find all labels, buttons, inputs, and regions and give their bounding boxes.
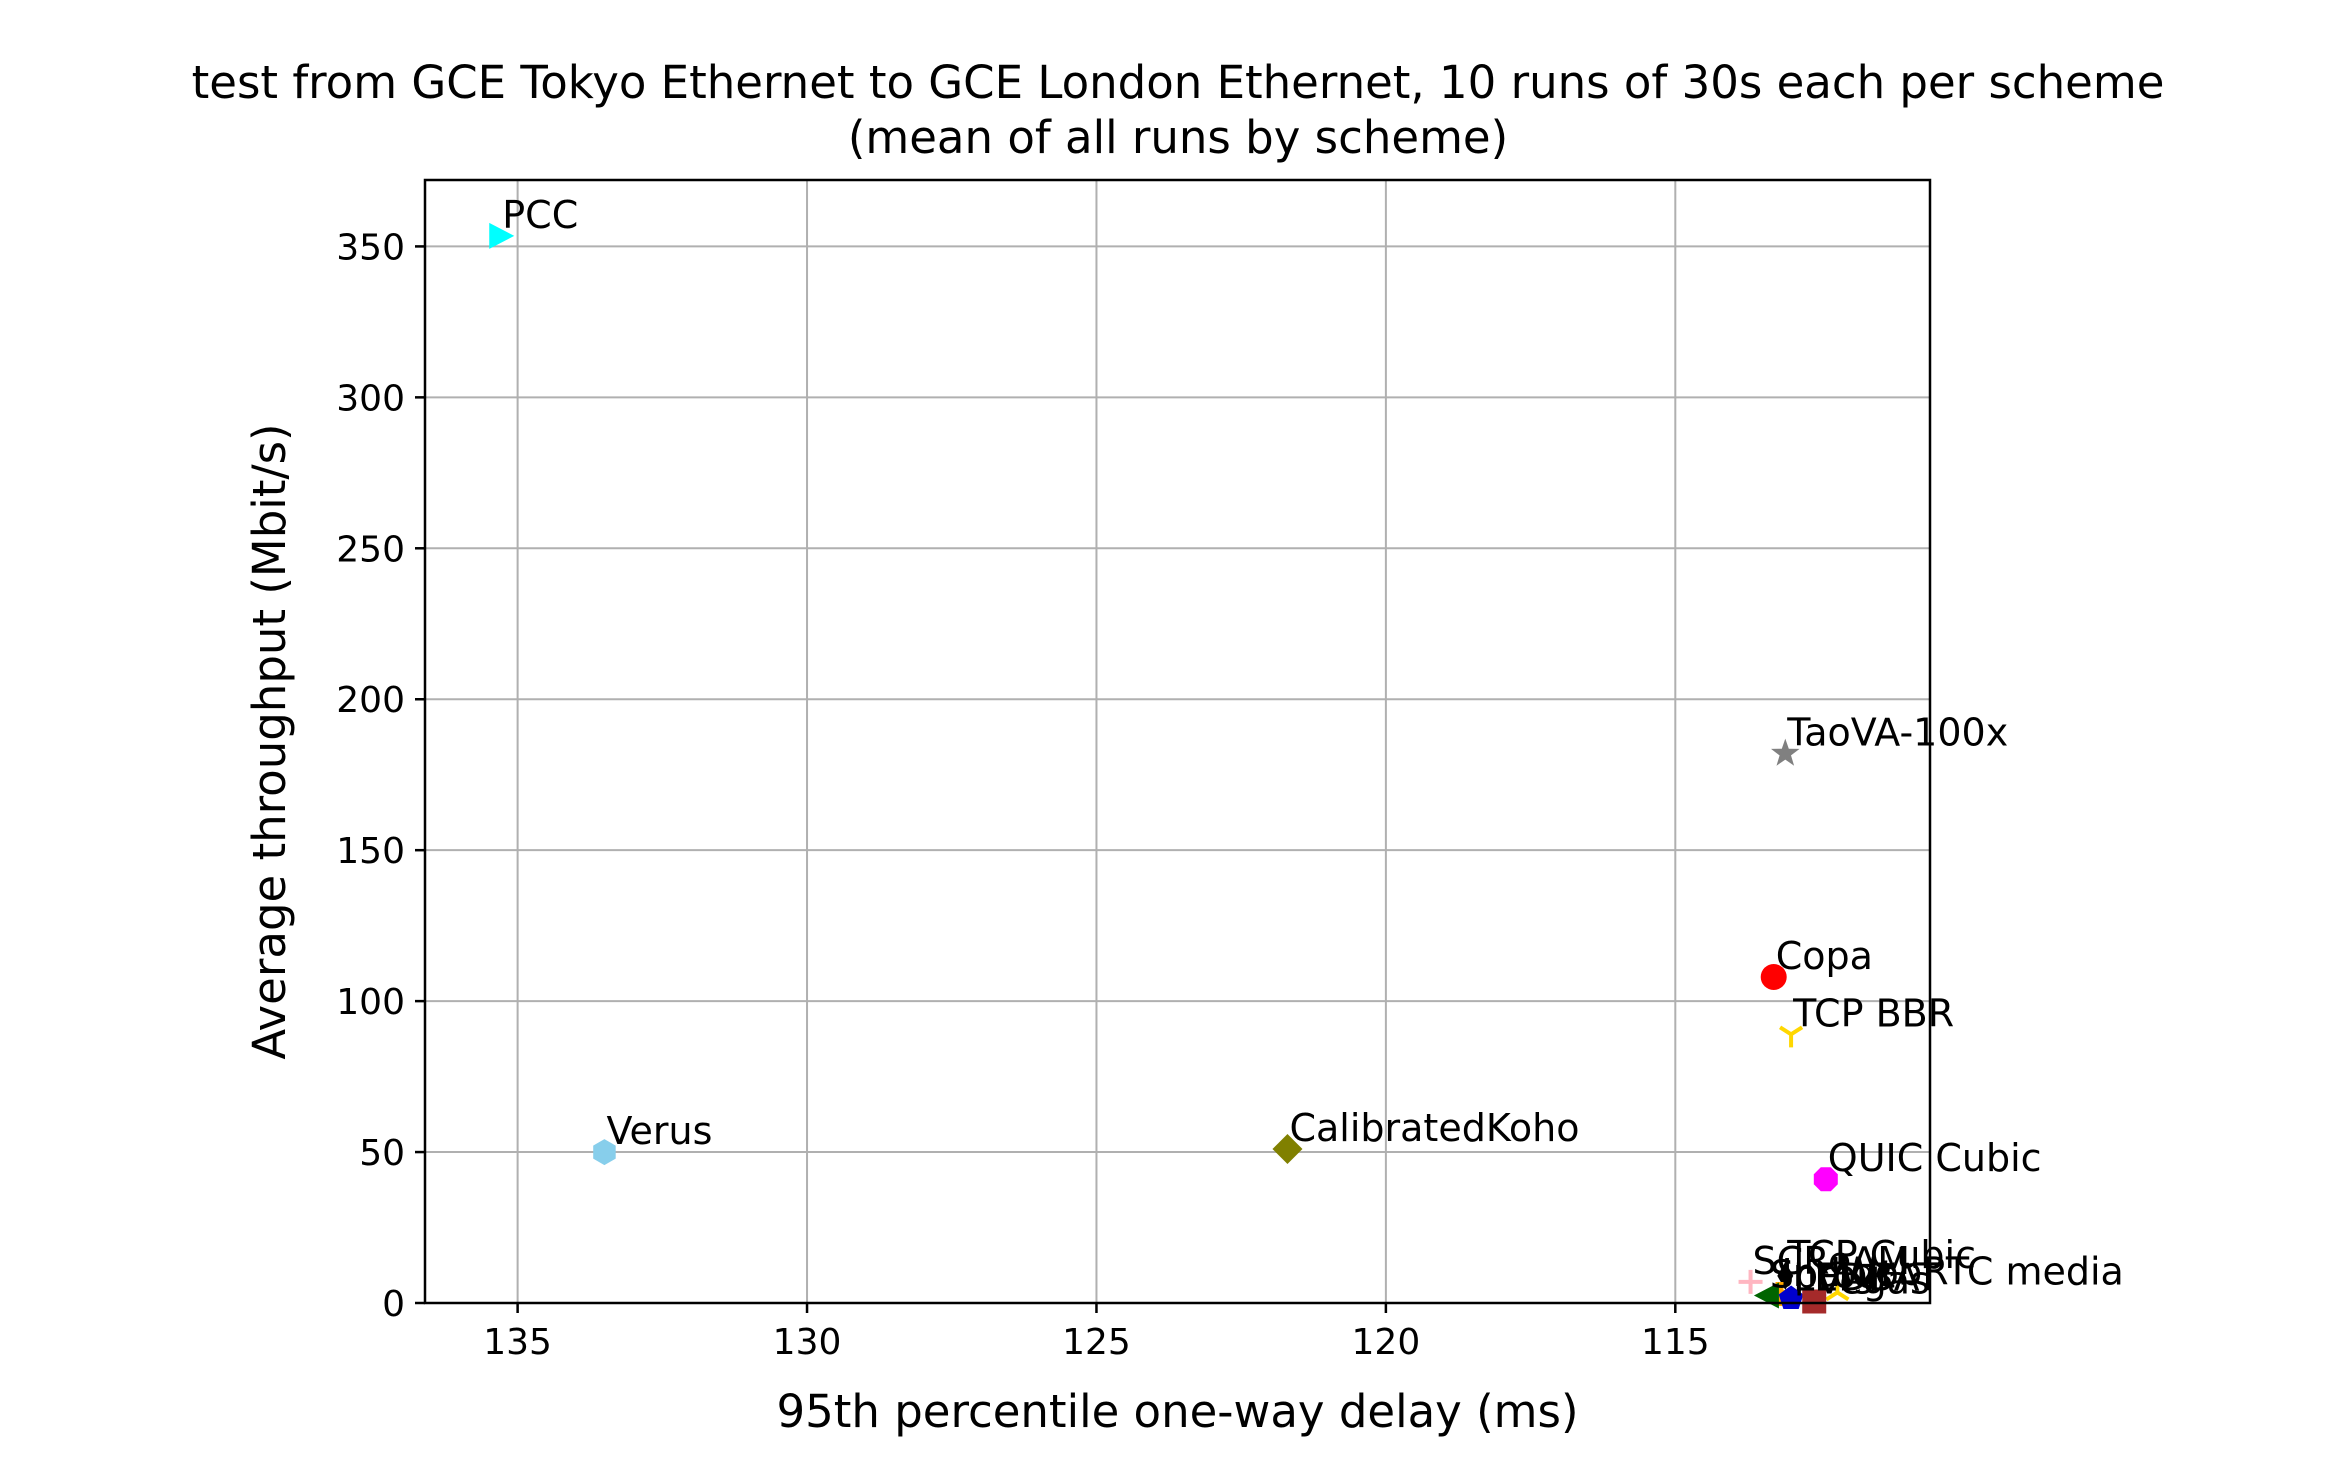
x-tick-label: 130	[773, 1322, 842, 1363]
plot-frame	[423, 178, 1932, 1305]
x-axis-label: 95th percentile one-way delay (ms)	[776, 1385, 1578, 1438]
chart-title: test from GCE Tokyo Ethernet to GCE Lond…	[192, 56, 2165, 109]
y-tick-label: 200	[336, 680, 405, 721]
point-label-taova-100x: TaoVA-100x	[1786, 711, 2008, 755]
point-label-verus: Verus	[606, 1109, 712, 1153]
point-calibratedkoho	[1272, 1134, 1303, 1165]
point-vegas	[1802, 1289, 1827, 1314]
point-label-tcp-cubic: TCP Cubic	[1786, 1233, 1976, 1277]
point-copa	[1760, 963, 1787, 990]
point-tcp-bbr	[1779, 1025, 1804, 1048]
axis-ticks: 135 130 125 120 115 0 50 100 150 200 250 300 350	[336, 227, 1709, 1363]
x-tick-label: 115	[1641, 1322, 1710, 1363]
point-webrtc-media	[1825, 1279, 1850, 1302]
y-tick-label: 0	[382, 1284, 405, 1325]
point-label-tcp-bbr: TCP BBR	[1792, 991, 1954, 1035]
point-label-quic-cubic: QUIC Cubic	[1828, 1136, 2042, 1180]
x-tick-label: 135	[483, 1322, 552, 1363]
y-tick-label: 300	[336, 378, 405, 419]
point-verus	[593, 1139, 616, 1166]
point-label-indigo: Indigo	[1782, 1251, 1899, 1295]
point-label-sprout: Sprout	[1770, 1252, 1895, 1296]
point-label-ledbat: LEDBAT	[1793, 1255, 1941, 1299]
y-axis-label: Average throughput (Mbit/s)	[243, 423, 296, 1059]
y-tick-label: 50	[359, 1133, 405, 1174]
point-label-webrtc-media: WebRTC media	[1839, 1249, 2123, 1293]
point-quic-cubic	[1813, 1167, 1838, 1192]
point-label-calibratedkoho: CalibratedKoho	[1289, 1106, 1579, 1150]
point-labels: PCC TaoVA-100x Copa TCP BBR Verus CalibratedK…	[502, 193, 2124, 1303]
x-tick-label: 120	[1352, 1322, 1421, 1363]
point-scream	[1738, 1269, 1763, 1294]
y-tick-label: 150	[336, 831, 405, 872]
y-tick-label: 250	[336, 529, 405, 570]
point-taova-100x	[1771, 738, 1800, 766]
y-tick-label: 100	[336, 982, 405, 1023]
point-label-pcc: PCC	[502, 193, 578, 237]
chart-subtitle: (mean of all runs by scheme)	[848, 111, 1508, 164]
point-label-vegas: Vegas	[1816, 1258, 1930, 1302]
point-label-copa: Copa	[1776, 934, 1873, 978]
y-tick-label: 350	[336, 227, 405, 268]
x-tick-label: 125	[1062, 1322, 1131, 1363]
point-pcc	[489, 222, 515, 249]
point-label-scream: SCReAM	[1753, 1239, 1911, 1283]
